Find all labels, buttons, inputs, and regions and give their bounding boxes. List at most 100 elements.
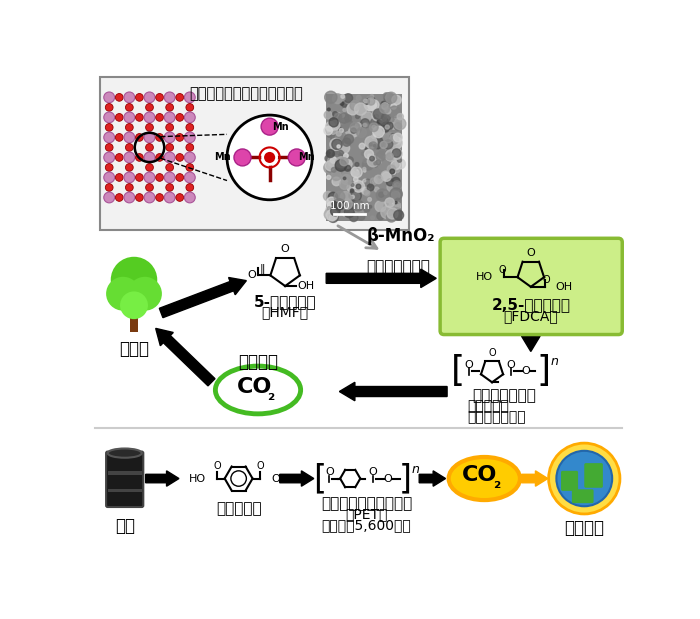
Circle shape <box>342 138 351 146</box>
Circle shape <box>344 131 354 141</box>
Circle shape <box>329 118 338 127</box>
Circle shape <box>164 132 175 143</box>
Circle shape <box>379 103 390 113</box>
Circle shape <box>164 92 175 103</box>
Circle shape <box>332 111 337 116</box>
Circle shape <box>397 113 403 119</box>
Circle shape <box>105 124 113 131</box>
Circle shape <box>166 163 174 171</box>
Circle shape <box>352 188 358 194</box>
Circle shape <box>116 113 123 121</box>
Circle shape <box>146 144 153 151</box>
Circle shape <box>342 204 348 210</box>
Circle shape <box>351 108 355 111</box>
FancyArrow shape <box>326 269 436 288</box>
Text: 氧原子孔隙形成所需最低能量: 氧原子孔隙形成所需最低能量 <box>190 86 303 101</box>
Circle shape <box>155 194 163 201</box>
Circle shape <box>363 180 368 185</box>
Text: O: O <box>542 275 550 285</box>
Circle shape <box>116 154 123 162</box>
Circle shape <box>377 189 389 201</box>
Circle shape <box>335 113 342 121</box>
Circle shape <box>372 126 384 137</box>
Circle shape <box>124 132 135 143</box>
Text: OH: OH <box>271 474 288 483</box>
Text: O: O <box>325 467 334 477</box>
Circle shape <box>340 102 344 105</box>
Circle shape <box>391 160 400 170</box>
Circle shape <box>332 201 337 206</box>
Circle shape <box>125 184 133 191</box>
Circle shape <box>136 194 144 201</box>
Circle shape <box>342 171 352 182</box>
Circle shape <box>354 103 367 115</box>
Circle shape <box>116 93 123 102</box>
Circle shape <box>376 160 381 165</box>
Circle shape <box>372 103 377 108</box>
Circle shape <box>349 189 361 202</box>
Circle shape <box>340 113 344 118</box>
Circle shape <box>328 193 338 202</box>
Circle shape <box>335 132 346 144</box>
Circle shape <box>343 214 345 215</box>
Circle shape <box>125 124 133 131</box>
Circle shape <box>124 192 135 203</box>
Circle shape <box>342 102 347 107</box>
Circle shape <box>384 155 387 158</box>
Circle shape <box>164 172 175 183</box>
Circle shape <box>341 95 344 98</box>
Circle shape <box>339 113 349 123</box>
Circle shape <box>375 110 384 118</box>
Circle shape <box>380 141 387 149</box>
Circle shape <box>356 184 360 189</box>
Text: Mn: Mn <box>272 122 288 132</box>
Circle shape <box>323 191 333 201</box>
Circle shape <box>344 115 351 122</box>
Circle shape <box>390 169 395 174</box>
Circle shape <box>116 173 123 181</box>
Circle shape <box>125 144 133 151</box>
Circle shape <box>370 181 373 184</box>
Circle shape <box>104 172 115 183</box>
Text: 对苯二甲酸: 对苯二甲酸 <box>216 501 261 517</box>
Circle shape <box>341 119 353 131</box>
Circle shape <box>166 124 174 131</box>
Circle shape <box>342 175 351 184</box>
Circle shape <box>146 124 153 131</box>
Circle shape <box>390 134 398 142</box>
Circle shape <box>176 194 183 201</box>
Circle shape <box>340 180 349 189</box>
Circle shape <box>328 171 332 176</box>
Circle shape <box>344 95 353 104</box>
Circle shape <box>379 192 384 197</box>
Circle shape <box>394 118 406 129</box>
Circle shape <box>343 108 346 111</box>
Circle shape <box>351 183 354 186</box>
Circle shape <box>344 207 354 218</box>
Circle shape <box>395 159 405 169</box>
Circle shape <box>332 139 342 149</box>
Circle shape <box>328 108 330 111</box>
Circle shape <box>381 116 386 121</box>
Circle shape <box>105 144 113 151</box>
Circle shape <box>186 163 194 171</box>
Circle shape <box>395 168 400 173</box>
Circle shape <box>349 196 352 199</box>
Circle shape <box>363 167 366 170</box>
Circle shape <box>336 157 346 168</box>
Circle shape <box>395 198 400 204</box>
Circle shape <box>326 122 335 131</box>
Text: O: O <box>256 461 264 471</box>
Circle shape <box>391 171 396 176</box>
Circle shape <box>326 207 339 219</box>
Circle shape <box>388 168 398 178</box>
Text: ・高阻气性: ・高阻气性 <box>468 399 509 413</box>
Circle shape <box>326 210 337 221</box>
Circle shape <box>394 123 402 130</box>
Circle shape <box>331 171 341 181</box>
Circle shape <box>124 92 135 103</box>
Circle shape <box>327 158 340 170</box>
Circle shape <box>363 180 366 182</box>
Ellipse shape <box>449 457 520 500</box>
Circle shape <box>392 149 401 157</box>
